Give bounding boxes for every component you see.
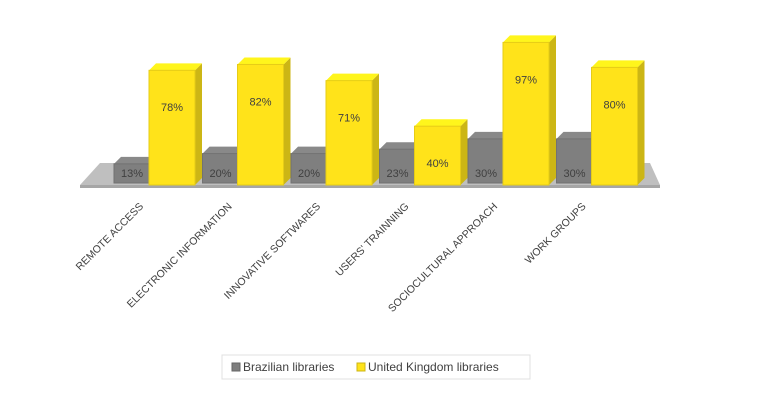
bar-front [556, 138, 593, 184]
bar [325, 73, 379, 186]
bar-front [237, 63, 284, 186]
value-label: 82% [249, 96, 271, 108]
legend-label: Brazilian libraries [243, 360, 334, 374]
value-label: 20% [298, 168, 320, 180]
bar-front [414, 125, 461, 186]
bar-front [290, 153, 328, 184]
bar [502, 35, 556, 186]
bar-top [291, 146, 334, 154]
bar-side [549, 35, 556, 185]
bar-top [149, 63, 202, 71]
bar-front [325, 80, 373, 186]
x-tick-label: INNOVATIVE SOFTWARES [222, 201, 323, 302]
bar-top [414, 119, 468, 127]
value-label: 97% [515, 74, 537, 86]
bar-top [202, 146, 246, 154]
value-label: 40% [426, 158, 448, 170]
value-label: 30% [475, 168, 497, 180]
value-label: 13% [121, 168, 143, 180]
bar-front [502, 41, 550, 186]
bar-front [202, 153, 239, 184]
bar-front [591, 66, 638, 186]
bar-front [148, 69, 196, 186]
bar [148, 63, 202, 186]
bar-side [637, 60, 645, 185]
value-label: 71% [338, 113, 360, 125]
value-label: 23% [386, 168, 408, 180]
bar [237, 57, 291, 186]
legend-swatch [356, 362, 366, 372]
bar-top [114, 156, 157, 164]
value-label: 30% [563, 168, 585, 180]
bar [414, 119, 468, 186]
value-label: 80% [603, 99, 625, 111]
bar-front [379, 148, 416, 184]
bar-side [460, 119, 468, 185]
bar-top [468, 131, 511, 139]
bar [591, 60, 645, 186]
bar-top [591, 60, 645, 68]
legend-box [221, 354, 531, 380]
bar-side [283, 57, 291, 185]
x-tick-label: SOCIOCULTURAL APPROACH [386, 201, 500, 315]
value-label: 20% [209, 168, 231, 180]
bar-top [326, 73, 379, 81]
x-tick-label: USERS' TRAINNING [333, 201, 411, 279]
floor-edge [80, 185, 660, 188]
bar-top [556, 131, 600, 139]
x-tick-label: ELECTRONIC INFORMATION [125, 201, 235, 311]
legend-label: United Kingdom libraries [368, 360, 499, 374]
x-tick-label: WORK GROUPS [523, 201, 589, 267]
bar [556, 131, 600, 184]
value-label: 78% [161, 102, 183, 114]
bar-top [237, 57, 291, 65]
bar-side [195, 63, 202, 186]
legend-swatch [231, 362, 241, 372]
bar-top [503, 35, 556, 43]
bar-side [372, 73, 379, 185]
x-tick-label: REMOTE ACCESS [74, 201, 146, 273]
bar-top [379, 142, 423, 150]
